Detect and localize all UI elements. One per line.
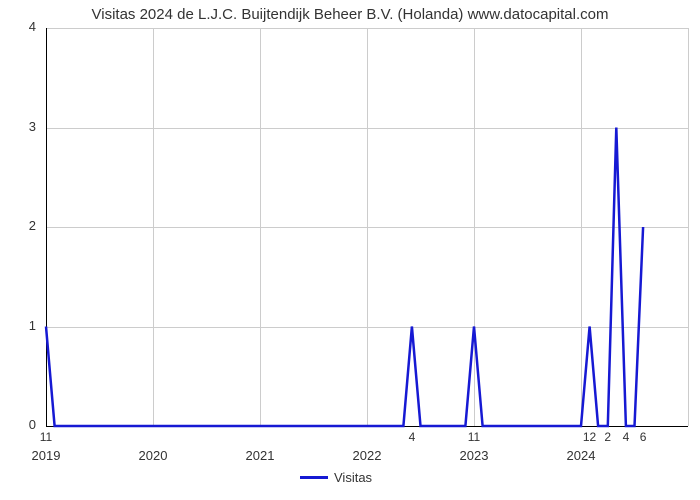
series-line [0, 0, 700, 500]
